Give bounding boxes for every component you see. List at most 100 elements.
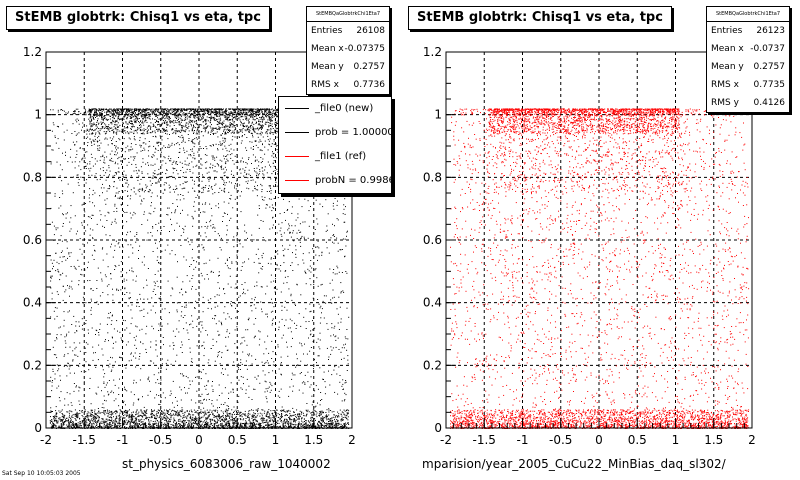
scatter-point <box>105 108 107 110</box>
scatter-point <box>222 143 223 145</box>
scatter-point <box>333 414 335 416</box>
scatter-point <box>235 115 237 117</box>
scatter-point <box>205 422 207 424</box>
scatter-point <box>168 116 170 118</box>
scatter-point <box>124 420 126 422</box>
scatter-point <box>104 399 105 401</box>
scatter-point <box>183 120 185 121</box>
scatter-point <box>134 110 136 111</box>
scatter-point <box>283 410 285 412</box>
scatter-point <box>251 114 253 116</box>
scatter-point <box>272 115 274 117</box>
scatter-point <box>251 115 253 117</box>
scatter-point <box>106 382 108 384</box>
scatter-point <box>254 424 256 426</box>
scatter-point <box>297 364 299 366</box>
scatter-point <box>140 298 141 300</box>
scatter-point <box>182 412 184 414</box>
scatter-point <box>229 332 231 334</box>
scatter-point <box>186 116 188 118</box>
scatter-point <box>263 412 265 414</box>
scatter-point <box>154 416 156 418</box>
scatter-point <box>64 415 66 416</box>
scatter-point <box>278 422 280 424</box>
scatter-point <box>161 117 163 119</box>
scatter-point <box>161 424 163 426</box>
scatter-point <box>262 409 264 411</box>
scatter-point <box>94 115 95 117</box>
scatter-point <box>342 412 344 414</box>
scatter-point <box>174 410 176 412</box>
scatter-point <box>170 108 172 110</box>
scatter-point <box>324 425 326 427</box>
scatter-point <box>76 411 78 413</box>
scatter-point <box>189 117 191 119</box>
scatter-point <box>68 410 70 412</box>
scatter-point <box>259 121 261 123</box>
scatter-point <box>61 413 63 414</box>
scatter-point <box>104 117 106 118</box>
scatter-point <box>303 425 305 427</box>
scatter-point <box>135 325 137 327</box>
scatter-point <box>284 411 286 413</box>
scatter-point <box>139 420 141 422</box>
scatter-point <box>245 232 247 234</box>
scatter-point <box>279 426 281 427</box>
scatter-point <box>322 411 324 413</box>
scatter-point <box>123 410 125 412</box>
scatter-point <box>166 124 168 126</box>
scatter-point <box>214 118 216 120</box>
scatter-point <box>256 420 258 422</box>
scatter-point <box>269 110 271 112</box>
scatter-point <box>180 425 182 427</box>
scatter-point <box>166 116 168 118</box>
scatter-point <box>331 423 333 425</box>
scatter-point <box>135 241 137 243</box>
scatter-point <box>193 414 195 416</box>
scatter-point <box>109 185 110 187</box>
scatter-point <box>281 235 283 237</box>
scatter-point <box>122 118 124 120</box>
scatter-point <box>311 412 313 414</box>
scatter-point <box>224 387 226 389</box>
scatter-point <box>196 318 198 320</box>
scatter-point <box>237 410 239 411</box>
scatter-point <box>320 400 321 401</box>
scatter-point <box>344 416 346 418</box>
scatter-point <box>218 123 220 125</box>
scatter-point <box>182 317 184 318</box>
scatter-point <box>170 113 171 115</box>
scatter-point <box>143 424 145 426</box>
scatter-point <box>122 424 124 426</box>
scatter-point <box>177 173 179 175</box>
scatter-point <box>163 111 165 113</box>
scatter-point <box>116 417 118 419</box>
scatter-point <box>208 411 210 413</box>
scatter-point <box>90 403 92 405</box>
scatter-point <box>234 303 236 304</box>
scatter-point <box>208 110 209 112</box>
scatter-point <box>249 422 251 424</box>
scatter-point <box>243 109 245 111</box>
scatter-point <box>166 111 168 113</box>
scatter-point <box>218 419 220 421</box>
scatter-point <box>229 412 231 414</box>
scatter-point <box>148 426 150 428</box>
scatter-point <box>289 413 291 415</box>
scatter-point <box>236 412 238 413</box>
scatter-point <box>216 415 218 417</box>
scatter-point <box>211 112 213 113</box>
scatter-point <box>95 108 97 110</box>
scatter-point <box>53 225 55 227</box>
scatter-point <box>124 426 125 428</box>
scatter-point <box>252 108 254 110</box>
scatter-point <box>323 418 325 420</box>
scatter-point <box>143 108 145 110</box>
scatter-point <box>246 111 248 113</box>
scatter-point <box>258 424 260 426</box>
scatter-point <box>145 410 147 412</box>
scatter-point <box>227 426 229 428</box>
scatter-point <box>195 411 197 413</box>
scatter-point <box>220 416 222 418</box>
scatter-point <box>213 415 215 416</box>
